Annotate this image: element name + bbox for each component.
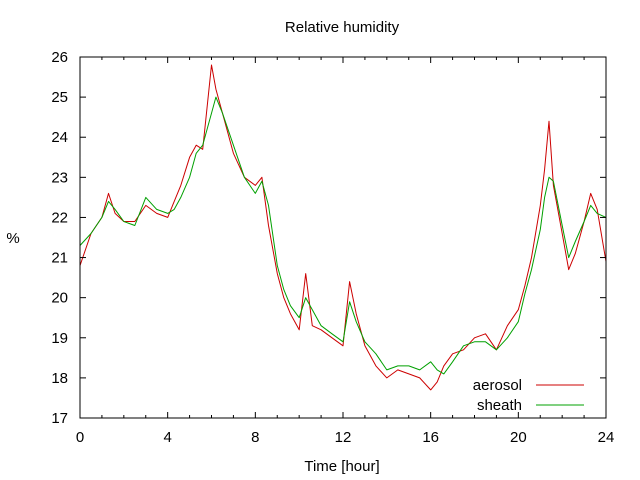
legend: aerosol sheath (473, 377, 584, 414)
series-line-aerosol (79, 64, 607, 391)
x-tick-label: 4 (163, 429, 171, 446)
tick-labels: 17 18 19 20 21 22 23 24 25 26 0 4 8 12 16 20 24 (51, 49, 614, 446)
chart-title: Relative humidity (285, 19, 400, 36)
x-tick-label: 8 (251, 429, 259, 446)
x-tick-label: 0 (76, 429, 84, 446)
x-tick-label: 20 (510, 429, 527, 446)
x-tick-label: 24 (598, 429, 615, 446)
series-line-sheath (79, 96, 607, 375)
y-tick-label: 25 (51, 89, 68, 106)
plot-lines (79, 64, 607, 391)
x-axis-label: Time [hour] (304, 458, 379, 475)
legend-label-sheath: sheath (477, 397, 522, 414)
y-tick-label: 23 (51, 169, 68, 186)
x-tick-label: 16 (422, 429, 439, 446)
y-tick-label: 26 (51, 49, 68, 66)
y-tick-label: 17 (51, 410, 68, 427)
axis-ticks (79, 56, 607, 419)
plot-frame (79, 56, 607, 419)
y-tick-label: 21 (51, 250, 68, 267)
y-tick-label: 24 (51, 129, 68, 146)
y-tick-label: 19 (51, 330, 68, 347)
y-tick-label: 18 (51, 370, 68, 387)
legend-label-aerosol: aerosol (473, 377, 522, 394)
x-tick-label: 12 (335, 429, 352, 446)
y-tick-label: 22 (51, 209, 68, 226)
y-tick-label: 20 (51, 290, 68, 307)
y-axis-label: % (6, 230, 19, 247)
